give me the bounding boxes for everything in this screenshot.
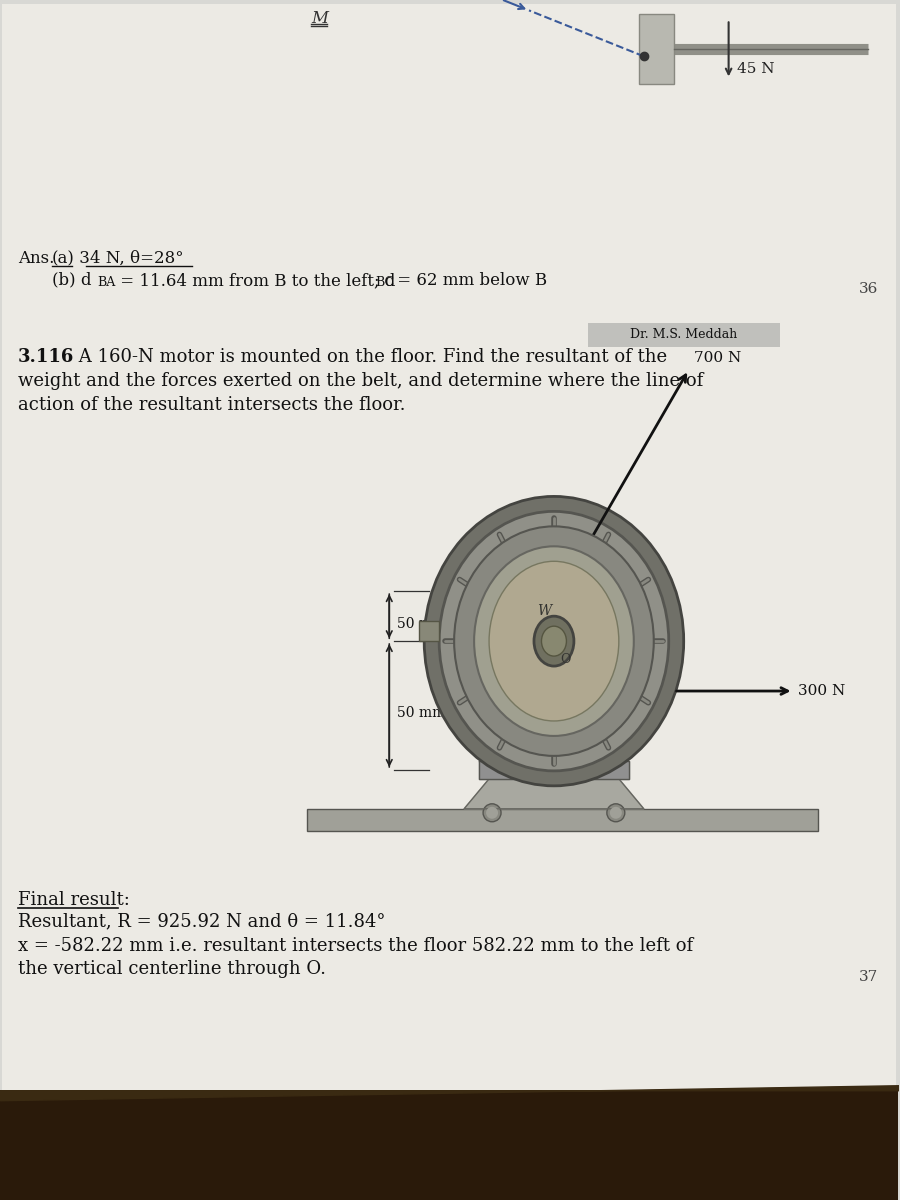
Polygon shape <box>479 761 629 779</box>
Text: Resultant, R = 925.92 N and θ = 11.84°: Resultant, R = 925.92 N and θ = 11.84° <box>18 912 385 930</box>
Circle shape <box>607 804 625 822</box>
FancyBboxPatch shape <box>0 1091 898 1200</box>
Text: 34 N, θ=28°: 34 N, θ=28° <box>74 250 184 266</box>
Text: 50 mm: 50 mm <box>397 617 446 631</box>
Circle shape <box>486 806 498 818</box>
Text: Final result:: Final result: <box>18 890 130 908</box>
Text: x = -582.22 mm i.e. resultant intersects the floor 582.22 mm to the left of: x = -582.22 mm i.e. resultant intersects… <box>18 936 693 954</box>
Text: 36: 36 <box>859 282 878 296</box>
FancyBboxPatch shape <box>588 323 779 347</box>
Ellipse shape <box>439 511 669 770</box>
Text: action of the resultant intersects the floor.: action of the resultant intersects the f… <box>18 396 406 414</box>
Text: = 11.64 mm from B to the left; d: = 11.64 mm from B to the left; d <box>115 272 395 289</box>
Ellipse shape <box>542 626 566 656</box>
Text: the vertical centerline through O.: the vertical centerline through O. <box>18 960 326 978</box>
Ellipse shape <box>474 546 634 736</box>
Text: (b) d: (b) d <box>52 272 92 289</box>
Text: BC: BC <box>375 276 394 289</box>
Text: Dr. M.S. Meddah: Dr. M.S. Meddah <box>630 329 737 341</box>
Circle shape <box>610 806 622 818</box>
Text: 37: 37 <box>860 971 878 984</box>
Text: (a): (a) <box>52 250 75 266</box>
Text: 3.116: 3.116 <box>18 348 75 366</box>
Text: 700 N: 700 N <box>694 350 741 365</box>
Text: 45 N: 45 N <box>736 62 774 77</box>
Text: BA: BA <box>97 276 115 289</box>
Text: Ans.: Ans. <box>18 250 54 266</box>
Text: weight and the forces exerted on the belt, and determine where the line of: weight and the forces exerted on the bel… <box>18 372 703 390</box>
Ellipse shape <box>424 497 684 786</box>
FancyBboxPatch shape <box>308 809 818 830</box>
Text: 30°: 30° <box>607 574 634 587</box>
Ellipse shape <box>534 616 574 666</box>
Text: 50 mm: 50 mm <box>397 707 446 720</box>
FancyBboxPatch shape <box>419 622 439 641</box>
FancyBboxPatch shape <box>2 5 896 1152</box>
Text: = 62 mm below B: = 62 mm below B <box>392 272 547 289</box>
Text: O: O <box>561 653 572 666</box>
Ellipse shape <box>489 562 619 721</box>
Ellipse shape <box>454 527 653 756</box>
Text: W: W <box>536 604 551 618</box>
FancyBboxPatch shape <box>639 14 674 84</box>
Circle shape <box>483 804 501 822</box>
Text: A 160-N motor is mounted on the floor. Find the resultant of the: A 160-N motor is mounted on the floor. F… <box>73 348 667 366</box>
Polygon shape <box>464 761 644 809</box>
Text: 300 N: 300 N <box>798 684 846 698</box>
Text: M: M <box>310 11 328 28</box>
